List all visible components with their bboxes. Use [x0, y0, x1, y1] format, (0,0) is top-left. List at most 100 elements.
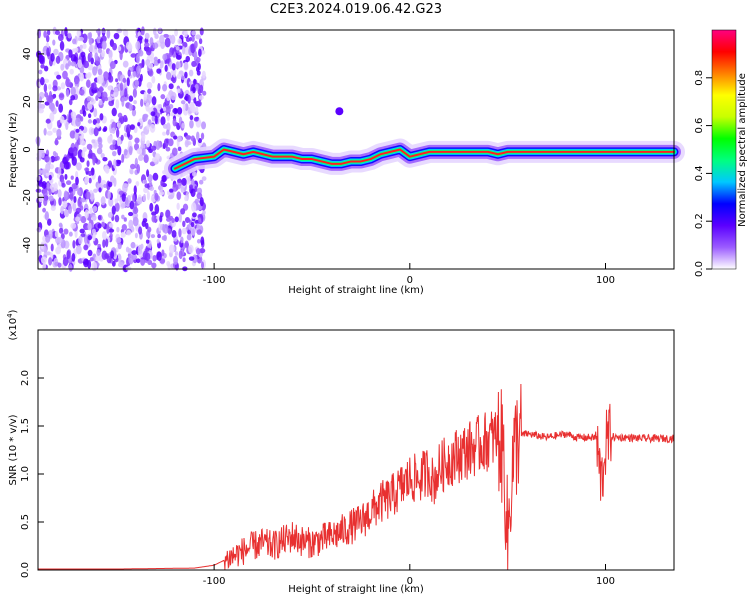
noise-dot: [112, 139, 116, 146]
noise-dot: [136, 196, 143, 205]
noise-dot: [135, 41, 141, 51]
noise-dot: [80, 215, 87, 224]
noise-dot: [175, 46, 180, 51]
noise-dot: [182, 102, 186, 113]
noise-dot: [117, 145, 122, 156]
noise-dot: [170, 77, 176, 82]
noise-dot: [181, 177, 187, 186]
noise-dot: [144, 183, 150, 189]
noise-dot: [39, 243, 45, 253]
noise-dot: [167, 138, 174, 147]
noise-dot: [54, 137, 58, 146]
noise-dot: [82, 109, 87, 117]
noise-dot: [64, 26, 68, 37]
noise-dot: [87, 119, 93, 124]
noise-dot: [148, 180, 153, 187]
noise-dot: [191, 171, 197, 177]
noise-dot: [176, 73, 182, 80]
noise-dot: [58, 103, 64, 113]
noise-dot: [121, 214, 125, 220]
noise-dot: [194, 198, 200, 204]
noise-dot: [124, 87, 128, 98]
noise-dot: [94, 52, 99, 61]
noise-dot: [87, 249, 93, 257]
noise-dot: [138, 154, 144, 162]
noise-dot: [84, 209, 89, 219]
noise-dot: [82, 43, 87, 50]
noise-dot: [79, 156, 85, 163]
noise-dot: [114, 198, 119, 204]
noise-dot: [75, 216, 80, 222]
noise-dot: [157, 58, 161, 64]
noise-dot: [162, 53, 168, 61]
noise-dot: [164, 37, 171, 48]
noise-dot: [86, 143, 93, 150]
noise-dot: [144, 42, 150, 48]
noise-dot: [90, 193, 95, 202]
noise-dot: [182, 257, 186, 263]
noise-dot: [90, 57, 94, 65]
noise-dot: [180, 100, 186, 105]
noise-dot: [159, 215, 163, 223]
y-tick-label: 0: [22, 146, 33, 152]
noise-dot: [92, 156, 96, 166]
noise-dot: [158, 103, 162, 109]
noise-dot: [53, 182, 58, 192]
noise-dot: [38, 181, 45, 187]
noise-dot: [144, 32, 150, 40]
noise-dot: [151, 262, 157, 269]
noise-dot: [174, 28, 179, 37]
noise-dot: [186, 233, 192, 241]
noise-dot: [161, 249, 165, 257]
noise-dot: [139, 73, 143, 82]
noise-dot: [97, 47, 103, 54]
noise-dot: [70, 54, 77, 63]
noise-dot: [70, 61, 77, 67]
noise-dot: [73, 75, 79, 85]
spectrogram-y-ticks: -40 -20 0 20 40: [22, 48, 44, 253]
noise-dot: [116, 193, 121, 202]
noise-dot: [109, 61, 116, 70]
noise-dot: [108, 75, 114, 83]
noise-dot: [188, 244, 194, 254]
noise-dot: [152, 172, 159, 181]
colorbar-label: Normalized spectral amplitude: [737, 73, 748, 227]
noise-dot: [45, 162, 51, 172]
noise-dot: [39, 54, 45, 65]
noise-dot: [184, 71, 188, 79]
noise-dot: [148, 63, 154, 69]
noise-dot: [188, 69, 194, 77]
noise-dot: [92, 118, 97, 125]
noise-dot: [96, 147, 103, 155]
noise-dot: [91, 261, 98, 272]
noise-dot: [89, 52, 93, 59]
noise-dot: [142, 193, 147, 203]
noise-dot: [169, 188, 174, 193]
noise-dot: [132, 216, 139, 227]
noise-dot: [129, 200, 135, 210]
noise-dot: [134, 232, 138, 239]
noise-dot: [78, 36, 84, 42]
spectrogram-noise: [35, 26, 207, 273]
noise-dot: [151, 96, 157, 106]
noise-dot: [61, 182, 66, 188]
noise-dot: [66, 154, 70, 162]
noise-dot: [92, 205, 98, 213]
noise-dot: [121, 224, 128, 231]
noise-dot: [97, 42, 103, 50]
noise-dot: [146, 81, 153, 89]
noise-dot: [55, 55, 61, 64]
noise-dot: [69, 191, 74, 201]
noise-dot: [101, 49, 106, 58]
snr-plot-area: [38, 330, 674, 570]
noise-dot: [91, 139, 96, 144]
noise-dot: [79, 44, 83, 50]
noise-dot: [57, 33, 64, 42]
noise-dot: [128, 145, 133, 156]
noise-dot: [122, 60, 129, 68]
noise-dot: [177, 146, 182, 152]
noise-dot: [123, 148, 128, 156]
noise-dot: [174, 107, 178, 114]
noise-dot: [54, 30, 61, 36]
